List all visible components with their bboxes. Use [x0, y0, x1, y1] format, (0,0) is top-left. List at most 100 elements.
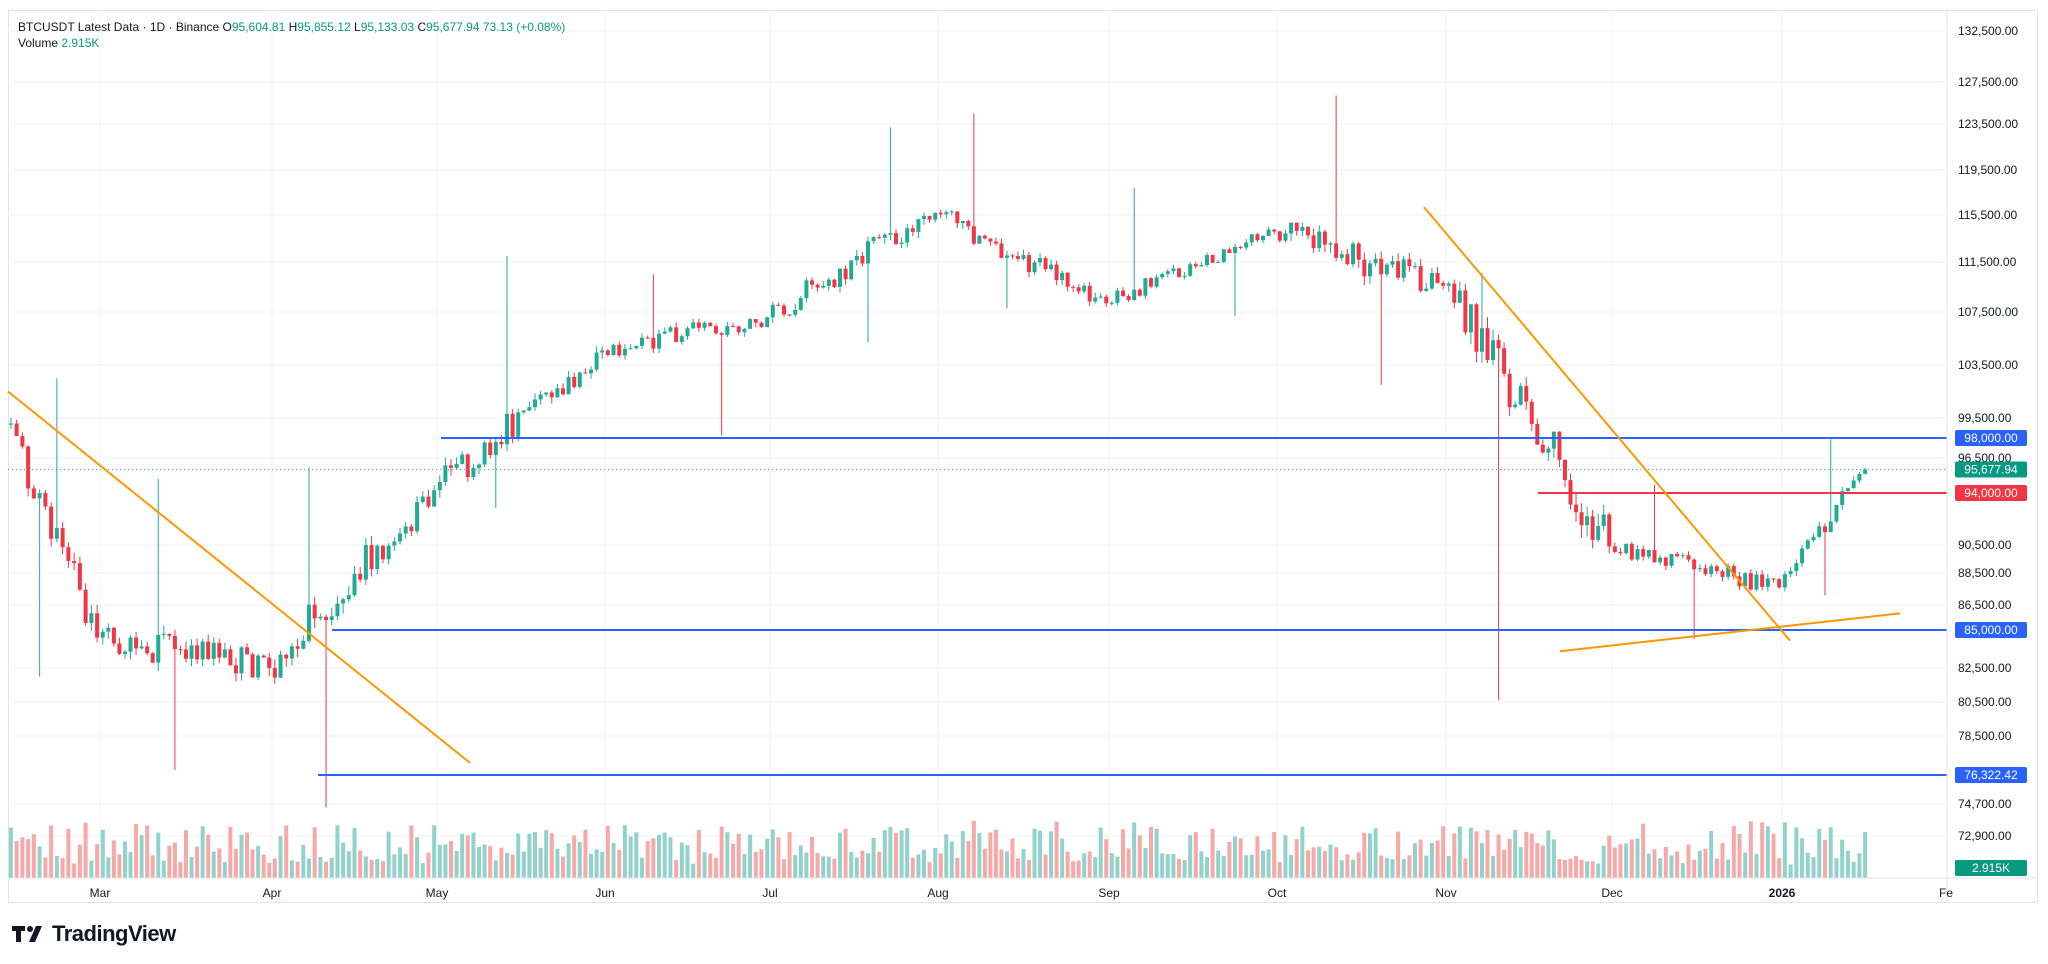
candle-body — [341, 599, 346, 604]
candle-body — [1205, 255, 1209, 266]
volume-bar — [403, 853, 408, 878]
volume-bar — [1199, 851, 1204, 878]
volume-bar — [1328, 844, 1333, 878]
candle-body — [324, 616, 329, 621]
volume-bar — [111, 840, 116, 878]
candle-body — [1800, 548, 1805, 564]
volume-label[interactable]: Volume — [18, 36, 59, 50]
candle-body — [284, 654, 289, 659]
low-value: 95,133.03 — [360, 20, 415, 34]
volume-bar — [691, 863, 696, 878]
tradingview-logo[interactable]: TradingView — [12, 921, 176, 946]
candle-body — [1468, 304, 1473, 333]
volume-bar — [1193, 832, 1198, 878]
volume-bar — [1851, 861, 1856, 878]
candle-body — [871, 237, 876, 242]
volume-bar — [1641, 823, 1646, 878]
volume-bar — [731, 843, 736, 878]
price-tick-label: 88,500.00 — [1958, 566, 2012, 580]
last-price-badge: 95,677.94 — [1964, 463, 2018, 477]
volume-bar — [1840, 839, 1845, 878]
volume-bar — [748, 834, 753, 878]
candle-body — [838, 268, 842, 287]
candle-body — [1294, 222, 1299, 231]
candle-body — [471, 467, 476, 477]
volume-bar — [1834, 858, 1839, 878]
candle-body — [685, 328, 690, 337]
candle-body — [938, 212, 943, 215]
candle-body — [538, 394, 543, 400]
trendline-uptrend — [1559, 612, 1901, 653]
candle-body — [849, 260, 854, 280]
candle-body — [261, 655, 266, 658]
candle-body — [206, 641, 211, 659]
volume-bar — [178, 862, 183, 878]
candle-body — [318, 616, 323, 619]
volume-bar — [1289, 854, 1294, 878]
candle-body — [239, 647, 244, 674]
volume-bar — [894, 833, 898, 878]
candle-body — [272, 668, 277, 678]
candle-body — [1726, 566, 1731, 577]
symbol-title[interactable]: BTCUSDT Latest Data · 1D · Binance — [18, 20, 220, 34]
candle-body — [493, 441, 498, 456]
candle-body — [1401, 259, 1406, 278]
volume-bar — [1760, 822, 1765, 878]
volume-bar — [860, 850, 865, 878]
candle-body — [622, 348, 627, 356]
volume-bar — [1021, 848, 1026, 878]
volume-bar — [1726, 859, 1731, 878]
candle-body — [1216, 262, 1221, 264]
candle-body — [605, 350, 610, 355]
volume-bar — [1160, 853, 1165, 878]
volume-bar — [1474, 831, 1479, 878]
candle-body — [1529, 401, 1534, 424]
candle-body — [1060, 272, 1065, 281]
candle-body — [1255, 234, 1260, 241]
volume-bar — [933, 848, 938, 878]
candle-body — [1210, 255, 1215, 263]
volume-bar — [765, 838, 770, 878]
candle-body — [1177, 268, 1181, 277]
volume-bar — [1743, 852, 1748, 878]
candle-body — [426, 496, 431, 507]
candle-body — [1743, 573, 1748, 587]
candle-body — [988, 238, 993, 242]
candle-body — [765, 317, 770, 328]
volume-bar — [139, 835, 144, 878]
price-axis[interactable]: 132,500.00 127,500.00 123,500.00 119,500.00… — [1958, 24, 2018, 873]
candle-body — [1004, 255, 1009, 258]
volume-bar — [1828, 827, 1833, 878]
candle-body — [156, 634, 161, 663]
candle-body — [465, 454, 470, 477]
candle-body — [888, 233, 893, 235]
candle-body — [1109, 302, 1114, 304]
volume-bar — [905, 828, 910, 878]
volume-bar — [493, 860, 498, 878]
candle-body — [488, 442, 493, 456]
candle-body — [1669, 554, 1674, 566]
volume-bar — [1356, 852, 1361, 878]
candle-body — [1834, 505, 1839, 522]
candle-body — [1266, 229, 1271, 236]
candle-body — [1624, 543, 1629, 554]
time-axis[interactable]: Mar Apr May Jun Jul Aug Sep Oct Nov Dec 2026 Fe — [90, 886, 1954, 900]
volume-bar — [1703, 848, 1708, 878]
volume-bar — [888, 826, 893, 878]
candle-body — [521, 410, 526, 413]
price-chart[interactable]: 132,500.00 127,500.00 123,500.00 119,500.00… — [0, 0, 2048, 910]
volume-bar — [278, 836, 283, 878]
candle-body — [386, 545, 391, 560]
volume-bar — [8, 827, 13, 878]
volume-bar — [1071, 861, 1076, 878]
candle-body — [278, 654, 283, 678]
volume-bar — [145, 825, 150, 878]
volume-bars — [8, 820, 1868, 878]
volume-bar — [1379, 855, 1384, 878]
volume-bar — [1277, 862, 1282, 878]
volume-bar — [1272, 831, 1277, 878]
volume-legend: Volume 2.915K — [18, 35, 565, 51]
price-tick-label: 132,500.00 — [1958, 24, 2018, 38]
volume-bar — [1121, 829, 1125, 878]
volume-bar — [1418, 839, 1423, 878]
